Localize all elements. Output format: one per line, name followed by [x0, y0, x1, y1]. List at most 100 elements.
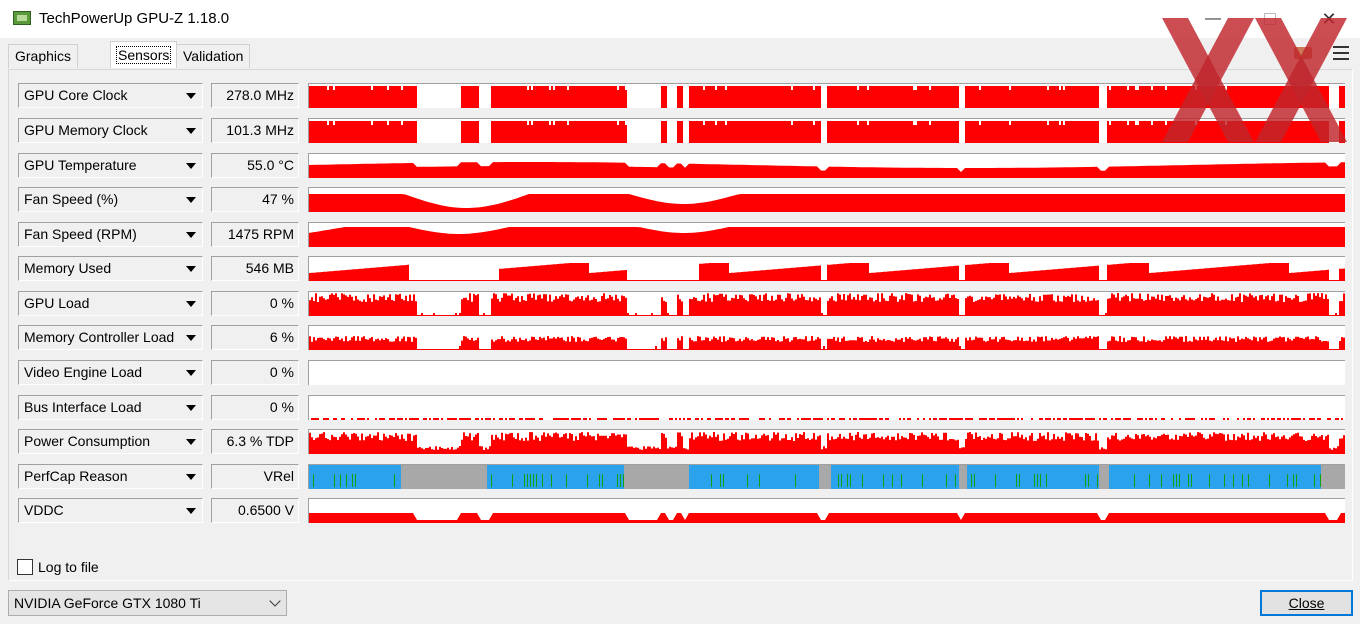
tab-sensors-label: Sensors — [115, 46, 172, 64]
perfcap-util-tick — [1191, 474, 1192, 487]
perfcap-util-tick — [334, 474, 335, 487]
perfcap-util-tick — [394, 474, 395, 487]
sensor-select[interactable]: VDDC — [18, 498, 203, 523]
gpu-device-select[interactable]: NVIDIA GeForce GTX 1080 Ti — [8, 590, 287, 616]
dropdown-arrow-icon — [186, 474, 196, 480]
sensor-value: 55.0 °C — [211, 153, 299, 178]
sensor-trace — [309, 121, 1345, 143]
sensor-graph-plot — [309, 432, 1345, 454]
sensor-select[interactable]: Power Consumption — [18, 429, 203, 454]
sensor-value: 546 MB — [211, 256, 299, 281]
sensor-label: GPU Core Clock — [24, 87, 128, 103]
perfcap-util-tick — [955, 474, 956, 487]
perfcap-util-tick — [512, 474, 513, 487]
log-to-file-label: Log to file — [38, 559, 99, 575]
sensor-label: Memory Used — [24, 260, 112, 276]
perfcap-util-tick — [566, 474, 567, 487]
sensor-select[interactable]: GPU Memory Clock — [18, 118, 203, 143]
sensor-graph — [308, 325, 1345, 350]
perfcap-util-tick — [901, 474, 902, 487]
maximize-button[interactable] — [1246, 4, 1292, 34]
tab-graphics-card[interactable]: Graphics Card — [8, 44, 79, 87]
perfcap-util-tick — [795, 474, 796, 487]
perfcap-util-tick — [1019, 474, 1020, 487]
perfcap-util-tick — [711, 474, 712, 487]
sensor-label: PerfCap Reason — [24, 468, 128, 484]
sensor-select[interactable]: Fan Speed (%) — [18, 187, 203, 212]
sensor-trace — [309, 513, 1345, 523]
perfcap-util-tick — [1293, 474, 1294, 487]
sensor-trace — [309, 227, 1345, 247]
dropdown-arrow-icon — [186, 301, 196, 307]
sensor-select[interactable]: GPU Load — [18, 291, 203, 316]
tab-validation[interactable]: Validation — [176, 44, 251, 68]
perfcap-segment — [819, 465, 831, 489]
sensor-graph — [308, 222, 1345, 247]
perfcap-util-tick — [974, 474, 975, 487]
perfcap-util-tick — [847, 474, 848, 487]
perfcap-util-tick — [340, 474, 341, 487]
sensor-graph-plot — [309, 361, 1345, 385]
sensor-select[interactable]: GPU Temperature — [18, 153, 203, 178]
sensor-select[interactable]: Memory Used — [18, 256, 203, 281]
perfcap-util-tick — [841, 474, 842, 487]
sensor-select[interactable]: Video Engine Load — [18, 360, 203, 385]
perfcap-util-tick — [1314, 474, 1315, 487]
sensor-select[interactable]: Fan Speed (RPM) — [18, 222, 203, 247]
minimize-button[interactable]: — — [1205, 10, 1221, 27]
sensor-graph — [308, 291, 1345, 316]
tab-sensors[interactable]: Sensors — [110, 41, 178, 68]
sensor-trace — [309, 162, 1345, 178]
sensor-graph-plot — [309, 465, 1345, 489]
perfcap-util-tick — [850, 474, 851, 487]
chevron-down-icon — [269, 595, 281, 607]
gpu-device-value: NVIDIA GeForce GTX 1080 Ti — [14, 595, 201, 611]
dropdown-arrow-icon — [186, 232, 196, 238]
log-to-file-checkbox[interactable] — [17, 559, 33, 575]
hamburger-menu-icon[interactable] — [1333, 46, 1349, 60]
perfcap-util-tick — [1097, 474, 1098, 487]
close-window-button[interactable]: ✕ — [1321, 9, 1337, 29]
sensor-select[interactable]: PerfCap Reason — [18, 464, 203, 489]
sensor-label: GPU Memory Clock — [24, 122, 148, 138]
perfcap-segment — [959, 465, 967, 489]
sensor-graph-plot — [309, 227, 1345, 247]
sensor-graph — [308, 153, 1345, 178]
perfcap-util-tick — [892, 474, 893, 487]
camera-icon[interactable] — [1294, 47, 1312, 59]
sensor-select[interactable]: Bus Interface Load — [18, 395, 203, 420]
perfcap-util-tick — [862, 474, 863, 487]
perfcap-util-tick — [533, 474, 534, 487]
perfcap-util-tick — [551, 474, 552, 487]
perfcap-segment — [401, 465, 407, 489]
sensor-select[interactable]: Memory Controller Load — [18, 325, 203, 350]
perfcap-util-tick — [1179, 474, 1180, 487]
perfcap-util-tick — [1320, 474, 1321, 487]
perfcap-util-tick — [1173, 474, 1174, 487]
sensor-graph-plot — [309, 293, 1345, 316]
perfcap-util-tick — [346, 474, 347, 487]
sensor-graph — [308, 429, 1345, 454]
perfcap-util-tick — [1242, 474, 1243, 487]
perfcap-util-tick — [527, 474, 528, 487]
sensor-select[interactable]: GPU Core Clock — [18, 83, 203, 108]
sensor-graph-plot — [309, 513, 1345, 523]
perfcap-util-tick — [946, 474, 947, 487]
perfcap-util-tick — [1176, 474, 1177, 487]
sensor-value: 0.6500 V — [211, 498, 299, 523]
close-button[interactable]: Close — [1260, 590, 1353, 616]
sensor-label: GPU Temperature — [24, 157, 137, 173]
perfcap-util-tick — [313, 474, 314, 487]
perfcap-util-tick — [883, 474, 884, 487]
sensor-value: 0 % — [211, 360, 299, 385]
dropdown-arrow-icon — [186, 405, 196, 411]
perfcap-util-tick — [542, 474, 543, 487]
perfcap-util-tick — [536, 474, 537, 487]
sensor-value: 6.3 % TDP — [211, 429, 299, 454]
perfcap-util-tick — [1188, 474, 1189, 487]
sensor-trace — [309, 432, 1345, 454]
perfcap-util-tick — [723, 474, 724, 487]
perfcap-segment — [689, 465, 819, 489]
perfcap-util-tick — [1040, 474, 1041, 487]
perfcap-util-tick — [1046, 474, 1047, 487]
